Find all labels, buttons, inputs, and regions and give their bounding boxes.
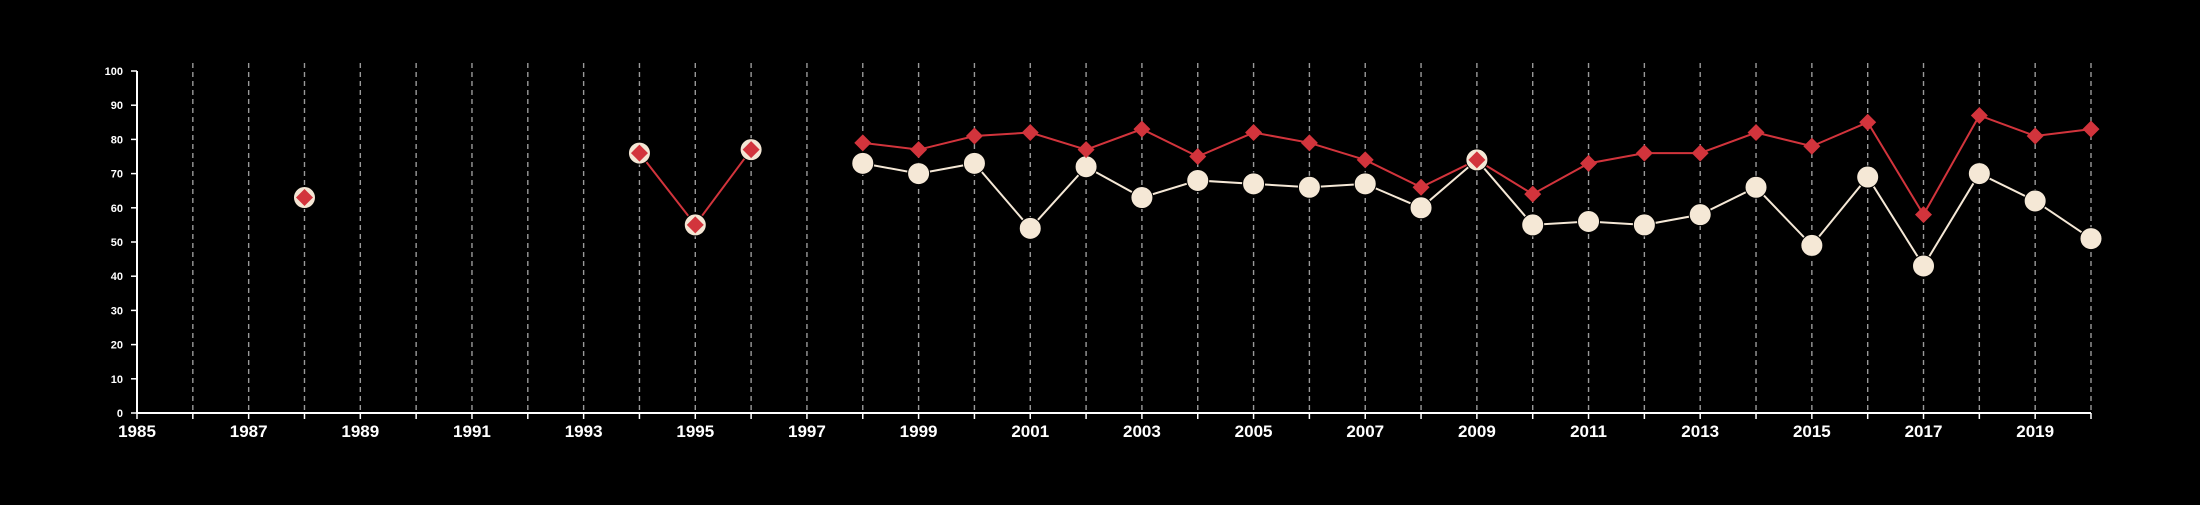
x-tick-label: 2001 (1011, 422, 1049, 441)
y-tick-label: 60 (111, 203, 123, 215)
series-1-point (965, 127, 983, 145)
data-series (292, 106, 2103, 278)
series-2-point (2079, 227, 2103, 251)
series-2-point (1912, 254, 1936, 278)
series-2-point (1130, 186, 1154, 210)
x-tick-label: 2005 (1235, 422, 1273, 441)
x-tick-label: 2017 (1905, 422, 1943, 441)
grid-lines (192, 63, 2092, 413)
y-tick-label: 50 (111, 237, 123, 249)
series-2-point (962, 151, 986, 175)
y-tick-label: 30 (111, 305, 123, 317)
series-1-point (1133, 120, 1151, 138)
series-2-point (1800, 233, 1824, 257)
series-2-point (1018, 216, 1042, 240)
series-1-point (854, 134, 872, 152)
y-tick-label: 0 (117, 408, 123, 420)
series-1-point (1524, 185, 1542, 203)
x-tick-label: 2003 (1123, 422, 1161, 441)
x-tick-label: 2019 (2016, 422, 2054, 441)
x-tick-label: 2007 (1346, 422, 1384, 441)
series-2-point (907, 162, 931, 186)
series-1-point (1915, 206, 1933, 224)
y-tick-label: 10 (111, 374, 123, 386)
series-1-point (1970, 106, 1988, 124)
x-tick-label: 1993 (565, 422, 603, 441)
series-1-point (1580, 154, 1598, 172)
series-1-point (1747, 124, 1765, 142)
series-2-point (1632, 213, 1656, 237)
y-tick-label: 40 (111, 271, 123, 283)
series-1-point (1245, 124, 1263, 142)
series-2-point (2023, 189, 2047, 213)
series-1-point (2082, 120, 2100, 138)
series-1-point (742, 141, 760, 159)
series-1-point (1468, 151, 1486, 169)
series-1-point (686, 216, 704, 234)
series-2-point (1856, 165, 1880, 189)
series-1-point (1356, 151, 1374, 169)
series-2-point (1074, 155, 1098, 179)
x-tick-label: 1989 (341, 422, 379, 441)
series-2-point (1353, 172, 1377, 196)
series-1-point (1077, 141, 1095, 159)
tick-labels: 0 10 20 30 40 50 60 70 80 90 100 1985 1987 1989 1991 19… (105, 66, 2054, 441)
x-tick-label: 1997 (788, 422, 826, 441)
x-tick-label: 2011 (1570, 422, 1607, 441)
series-1-point (1021, 124, 1039, 142)
x-tick-label: 1999 (900, 422, 938, 441)
series-1-point (630, 144, 648, 162)
series-1-point (1189, 148, 1207, 165)
series-2-point (1242, 172, 1266, 196)
series-2-point (1577, 209, 1601, 233)
series-2-point (1186, 168, 1210, 192)
y-tick-label: 20 (111, 340, 123, 352)
y-tick-label: 80 (111, 134, 123, 146)
series-1-point (1691, 144, 1709, 162)
series-1-point (1300, 134, 1318, 152)
x-tick-label: 2015 (1793, 422, 1831, 441)
x-tick-label: 2013 (1681, 422, 1719, 441)
series-1-point (1859, 113, 1877, 131)
series-1-point (1412, 178, 1430, 196)
series-2-point (1297, 175, 1321, 199)
series-2-point (1688, 203, 1712, 227)
axes (131, 70, 2092, 419)
y-tick-label: 90 (111, 100, 123, 112)
series-1-point (1635, 144, 1653, 162)
x-tick-label: 1985 (118, 422, 156, 441)
series-1-point (910, 141, 928, 159)
series-2-point (1967, 162, 1991, 186)
x-tick-label: 2009 (1458, 422, 1496, 441)
series-2-point (1521, 213, 1545, 237)
x-tick-label: 1987 (230, 422, 268, 441)
y-tick-label: 100 (105, 66, 123, 78)
series-1-point (295, 189, 313, 207)
series-2-point (1409, 196, 1433, 220)
x-tick-label: 1995 (676, 422, 714, 441)
y-tick-label: 70 (111, 169, 123, 181)
series-2-point (1744, 175, 1768, 199)
x-tick-label: 1991 (453, 422, 491, 441)
series-1-point (1803, 137, 1821, 155)
series-2-point (851, 151, 875, 175)
series-1-point (2026, 127, 2044, 145)
